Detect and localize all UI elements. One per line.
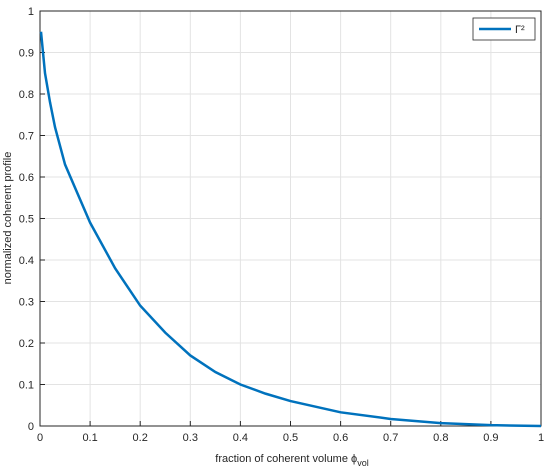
y-tick-label: 0.7 — [19, 131, 34, 143]
y-tick-label: 0 — [28, 421, 34, 433]
y-tick-label: 0.1 — [19, 380, 34, 392]
y-tick-label: 0.3 — [19, 297, 34, 309]
data-line — [39, 31, 542, 428]
x-tick-label: 0.9 — [483, 432, 498, 444]
x-axis-label: fraction of coherent volume ϕvol — [215, 453, 368, 468]
y-tick-label: 1 — [28, 6, 34, 18]
x-tick-label: 0.5 — [283, 432, 298, 444]
y-tick-label: 0.4 — [19, 255, 34, 267]
legend: Γ² — [472, 17, 536, 41]
legend-label: Γ² — [515, 24, 525, 36]
y-tick-label: 0.8 — [19, 89, 34, 101]
y-tick-label: 0.5 — [19, 214, 34, 226]
x-tick-label: 0.6 — [333, 432, 348, 444]
x-tick-label: 0.4 — [233, 432, 248, 444]
x-tick-label: 0.3 — [183, 432, 198, 444]
axes-box — [39, 10, 542, 427]
x-tick-label: 0.8 — [433, 432, 448, 444]
x-tick-label: 1 — [538, 432, 544, 444]
y-tick-label: 0.2 — [19, 338, 34, 350]
y-tick-label: 0.9 — [19, 48, 34, 60]
x-tick-label: 0 — [37, 432, 43, 444]
x-axis-label-subscript: vol — [357, 458, 369, 468]
y-axis-label: normalized coherent profile — [2, 152, 14, 285]
x-tick-label: 0.1 — [82, 432, 97, 444]
y-tick-label: 0.6 — [19, 172, 34, 184]
x-tick-label: 0.2 — [133, 432, 148, 444]
x-tick-label: 0.7 — [383, 432, 398, 444]
x-axis-label-main: fraction of coherent volume ϕ — [215, 453, 357, 465]
